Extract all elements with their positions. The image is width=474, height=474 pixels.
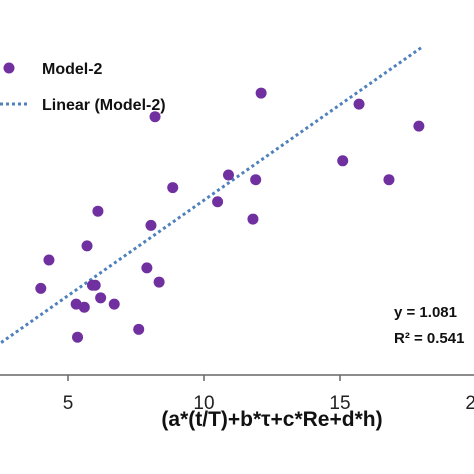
x-tick-label: 10 xyxy=(193,393,214,414)
data-point xyxy=(222,169,234,181)
data-point xyxy=(255,87,267,99)
legend-label-model-2: Model-2 xyxy=(42,61,103,78)
trendline-equation: y = 1.081 xyxy=(394,304,457,321)
data-point xyxy=(92,205,104,217)
data-point xyxy=(337,155,349,167)
data-point xyxy=(89,279,101,291)
data-point xyxy=(153,276,165,288)
data-point xyxy=(81,240,93,252)
data-point xyxy=(35,282,47,294)
x-axis-label: (a*(t/T)+b*τ+c*Re+d*h) xyxy=(161,408,382,431)
data-point xyxy=(212,196,224,208)
x-tick-label: 20 xyxy=(465,393,474,414)
data-point xyxy=(133,323,145,335)
data-point xyxy=(383,174,395,186)
x-axis-ticks: 25101520 xyxy=(63,375,474,414)
legend-label-linear: Linear (Model-2) xyxy=(42,97,166,114)
plot-area xyxy=(0,46,425,346)
data-point xyxy=(78,301,90,313)
trendline-r-squared: R² = 0.541 xyxy=(394,330,464,347)
trendline xyxy=(0,46,423,346)
data-point xyxy=(145,219,157,231)
data-point xyxy=(247,213,259,225)
data-point xyxy=(413,120,425,132)
data-point xyxy=(72,331,84,343)
data-point xyxy=(95,292,107,304)
legend-marker-model-2 xyxy=(3,62,15,74)
legend: Model-2 Linear (Model-2) xyxy=(0,61,166,114)
x-tick-label: 5 xyxy=(63,393,74,414)
data-point xyxy=(108,298,120,310)
data-point xyxy=(149,111,161,123)
data-point xyxy=(353,98,365,110)
x-tick-label: 15 xyxy=(329,393,350,414)
data-point xyxy=(43,254,55,266)
data-point xyxy=(141,262,153,274)
data-point xyxy=(167,182,179,194)
data-point xyxy=(250,174,262,186)
